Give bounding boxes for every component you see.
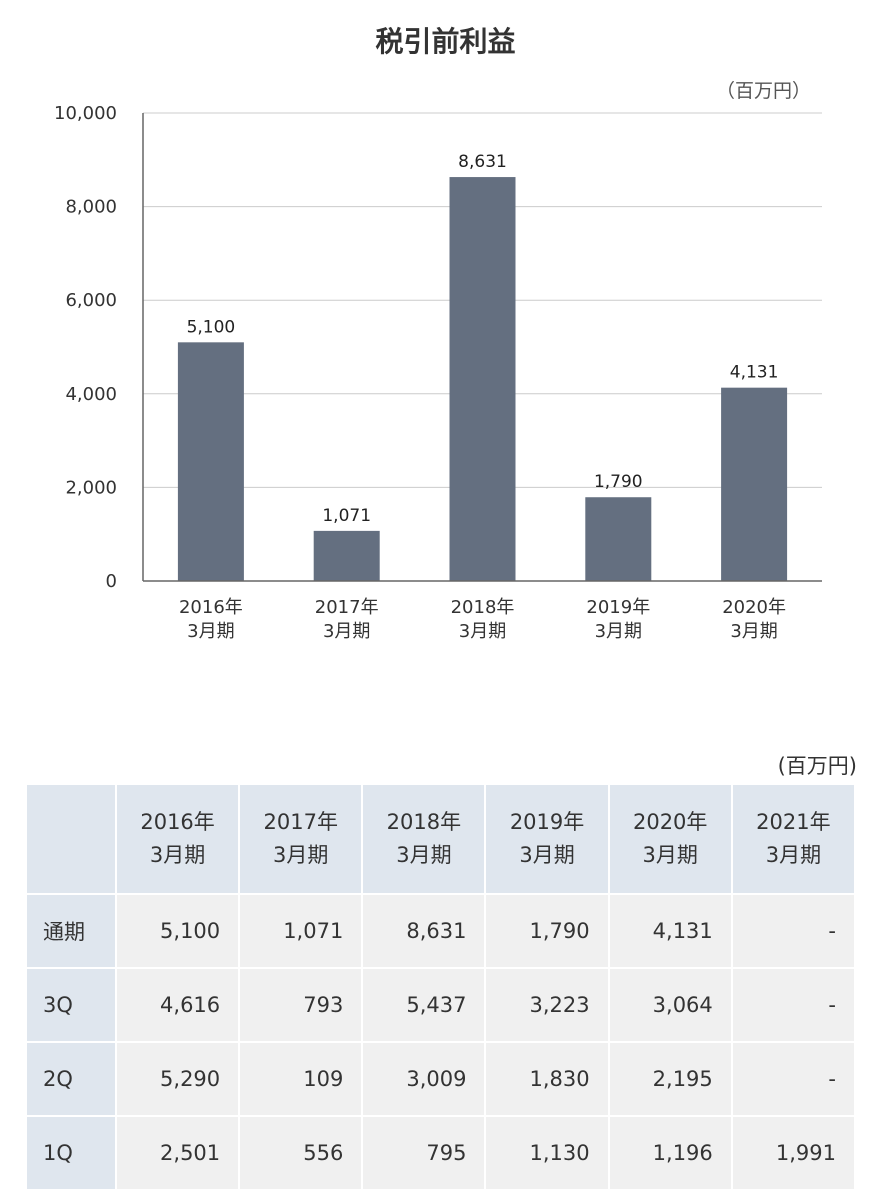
table-cell: 1,790: [484, 893, 610, 969]
table-cell: -: [730, 1041, 857, 1117]
x-tick-label: 2016年: [179, 597, 243, 618]
table-row: 2Q 5,290 109 3,009 1,830 2,195 -: [25, 1041, 857, 1117]
bar-chart: 0 2,000 4,000 6,000 8,000 10,000 5,100 2016年 3月期…: [54, 103, 822, 642]
x-tick-label: 3月期: [459, 621, 506, 642]
table-cell: 3,009: [361, 1041, 487, 1117]
table-cell: 109: [238, 1041, 364, 1117]
row-label: 通期: [25, 893, 117, 969]
x-tick-label: 2020年: [722, 597, 786, 618]
table-header-row: 2016年 3月期 2017年 3月期 2018年 3月期 2019年 3月期 2020…: [25, 783, 857, 895]
table-cell: 556: [238, 1115, 364, 1191]
y-tick-label: 10,000: [54, 103, 117, 124]
header-year: 2021年: [756, 810, 831, 835]
y-tick-label: 6,000: [65, 290, 117, 311]
data-label: 4,131: [730, 363, 779, 383]
table-cell: 3,223: [484, 967, 610, 1043]
table-cell: 4,131: [607, 893, 733, 969]
table-row: 1Q 2,501 556 795 1,130 1,196 1,991: [25, 1115, 857, 1191]
x-tick-label: 3月期: [730, 621, 777, 642]
table-header-cell: 2017年 3月期: [238, 783, 364, 895]
x-tick-label: 3月期: [595, 621, 642, 642]
header-year: 2016年: [140, 810, 215, 835]
table-header-cell: 2021年 3月期: [730, 783, 857, 895]
y-tick-label: 2,000: [65, 477, 117, 498]
table-corner-cell: [25, 783, 117, 895]
table-cell: 2,195: [607, 1041, 733, 1117]
x-tick-label: 2017年: [315, 597, 379, 618]
labels: 0 2,000 4,000 6,000 8,000 10,000 5,100 2016年 3月期…: [54, 103, 786, 642]
table-cell: 1,196: [607, 1115, 733, 1191]
chart-title: 税引前利益: [375, 25, 516, 58]
table-cell: 2,501: [114, 1115, 241, 1191]
bar: [313, 530, 380, 581]
row-label: 1Q: [25, 1115, 117, 1191]
table-cell: 793: [238, 967, 364, 1043]
header-year: 2018年: [386, 810, 462, 835]
chart-unit-label: （百万円）: [715, 80, 811, 102]
y-tick-label: 4,000: [65, 384, 117, 405]
row-label: 2Q: [25, 1041, 117, 1117]
header-period: 3月期: [519, 843, 575, 867]
table-cell: 8,631: [361, 893, 487, 969]
table-row: 通期 5,100 1,071 8,631 1,790 4,131 -: [25, 893, 857, 969]
table-unit-label: (百万円): [777, 754, 857, 778]
table-cell: 795: [361, 1115, 487, 1191]
table-cell: 4,616: [114, 967, 241, 1043]
header-period: 3月期: [149, 843, 206, 867]
table-cell: 5,290: [114, 1041, 241, 1117]
table-cell: 1,130: [484, 1115, 610, 1191]
table-cell: 3,064: [607, 967, 733, 1043]
bar: [449, 177, 516, 581]
header-year: 2019年: [509, 810, 585, 835]
bar: [721, 387, 788, 581]
table-row: 3Q 4,616 793 5,437 3,223 3,064 -: [25, 967, 857, 1043]
data-label: 1,071: [322, 506, 371, 526]
x-tick-label: 3月期: [187, 621, 234, 642]
data-label: 5,100: [187, 317, 236, 337]
table-cell: -: [730, 893, 857, 969]
table-header-cell: 2019年 3月期: [484, 783, 610, 895]
axes: [142, 113, 822, 582]
y-tick-label: 0: [106, 571, 117, 592]
x-tick-label: 2018年: [451, 597, 515, 618]
bars: [177, 177, 788, 581]
header-period: 3月期: [273, 843, 329, 867]
header-period: 3月期: [765, 843, 822, 867]
data-label: 1,790: [594, 472, 643, 492]
header-year: 2017年: [263, 810, 338, 835]
header-period: 3月期: [642, 843, 698, 867]
table-cell: 1,830: [484, 1041, 610, 1117]
header-period: 3月期: [396, 843, 452, 867]
table-cell: 1,991: [730, 1115, 857, 1191]
table-header-cell: 2018年 3月期: [361, 783, 487, 895]
table-cell: 1,071: [238, 893, 364, 969]
table-cell: -: [730, 967, 857, 1043]
row-label: 3Q: [25, 967, 117, 1043]
x-tick-label: 2019年: [586, 597, 650, 618]
bar: [177, 342, 244, 581]
data-label: 8,631: [458, 152, 507, 172]
bar: [585, 497, 652, 581]
data-table: 2016年 3月期 2017年 3月期 2018年 3月期 2019年 3月期 2020…: [25, 783, 857, 1191]
table-header-cell: 2016年 3月期: [114, 783, 241, 895]
x-tick-label: 3月期: [323, 621, 370, 642]
header-year: 2020年: [632, 810, 708, 835]
y-tick-label: 8,000: [65, 197, 117, 218]
table-cell: 5,100: [114, 893, 241, 969]
table-cell: 5,437: [361, 967, 487, 1043]
table-header-cell: 2020年 3月期: [607, 783, 733, 895]
